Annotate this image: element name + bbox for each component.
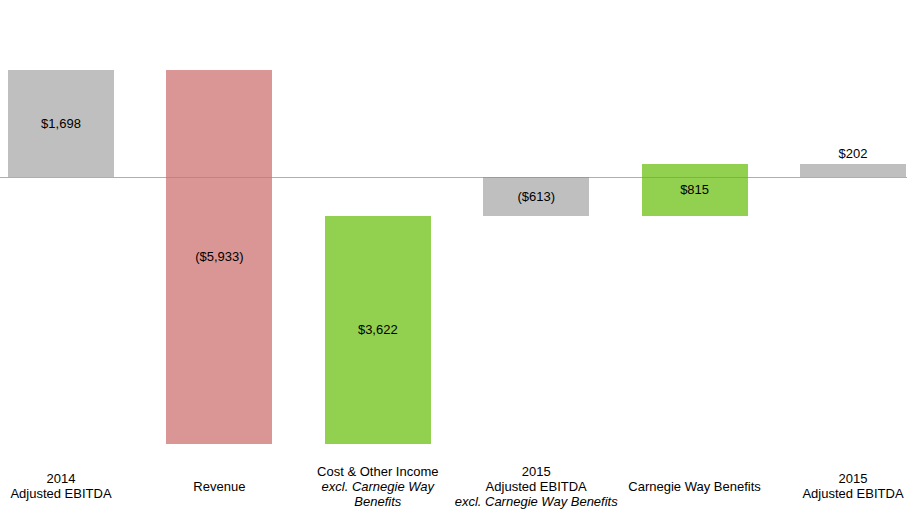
category-label-line: 2015 — [839, 471, 868, 486]
category-label-line: Adjusted EBITDA — [486, 479, 587, 494]
category-label-line: excl. Carnegie Way — [322, 479, 434, 494]
category-label-line: Adjusted EBITDA — [10, 486, 111, 501]
category-label-line: Revenue — [193, 479, 245, 494]
category-label-line: Cost & Other Income — [317, 464, 438, 479]
x-axis-line — [0, 177, 907, 178]
category-label-line: 2014 — [47, 471, 76, 486]
value-label-2015-adjusted-ebitda-excl-carnegie-way-benefits: ($613) — [471, 188, 601, 205]
value-label-revenue: ($5,933) — [154, 248, 284, 265]
category-label-line: Carnegie Way Benefits — [628, 479, 760, 494]
category-label-line: excl. Carnegie Way Benefits — [455, 494, 618, 509]
waterfall-chart: $1,6982014Adjusted EBITDA($5,933)Revenue… — [0, 0, 913, 512]
value-label-cost-and-other-income: $3,622 — [313, 321, 443, 338]
category-label-2015-adjusted-ebitda: 2015Adjusted EBITDA — [758, 461, 913, 511]
value-label-2014-adjusted-ebitda: $1,698 — [0, 115, 126, 132]
category-label-line: Benefits — [354, 494, 401, 509]
plot-area: $1,6982014Adjusted EBITDA($5,933)Revenue… — [0, 0, 913, 512]
category-label-line: 2015 — [522, 464, 551, 479]
bar-2015-adjusted-ebitda — [800, 164, 906, 177]
value-label-carnegie-way-benefits: $815 — [630, 181, 760, 198]
value-label-2015-adjusted-ebitda: $202 — [788, 145, 913, 162]
category-label-line: Adjusted EBITDA — [802, 486, 903, 501]
